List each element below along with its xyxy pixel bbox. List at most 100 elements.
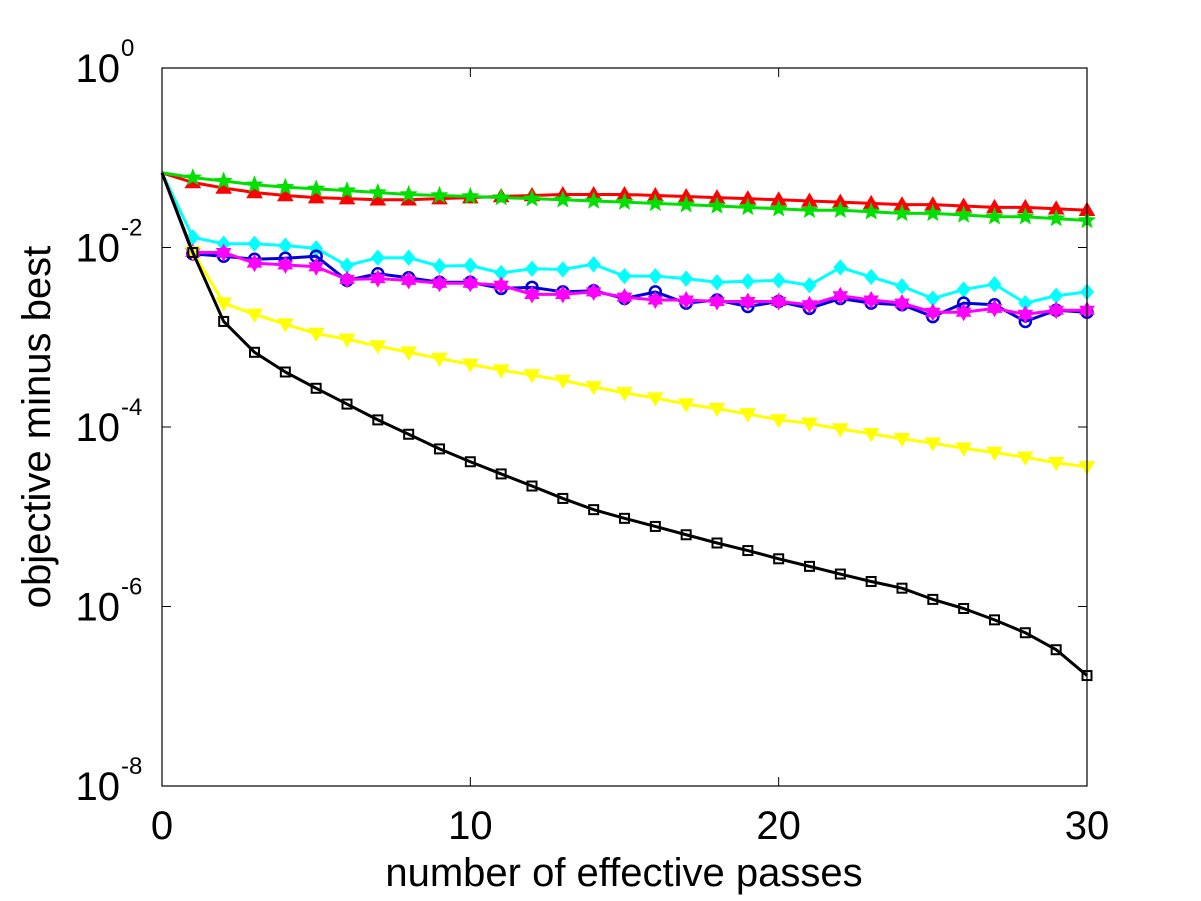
series-green-point-13 <box>553 190 572 208</box>
series-magenta-point-26 <box>955 303 972 322</box>
series-cyan-point-15 <box>617 267 632 285</box>
series-black-line <box>160 172 1088 677</box>
series-black-point-23 <box>865 575 877 587</box>
series-yellow-point-15 <box>616 387 633 402</box>
series-yellow-point-7 <box>369 340 387 355</box>
series-magenta-point-14 <box>585 282 602 301</box>
series-yellow-point-20 <box>770 414 787 429</box>
y-tick-label-base-1: 10 <box>76 227 121 271</box>
series-black-point-8 <box>403 428 415 440</box>
series-green-point-8 <box>399 184 418 203</box>
series-cyan-point-19 <box>740 273 755 290</box>
series-green-point-6 <box>337 181 357 199</box>
series-black <box>160 172 1093 682</box>
series-magenta-point-3 <box>246 254 263 273</box>
series-magenta-point-4 <box>277 255 294 274</box>
y-tick-label-2: 10 -4 <box>76 394 143 450</box>
series-magenta-point-19 <box>740 292 756 311</box>
series-cyan-point-14 <box>586 256 601 273</box>
y-tick-label-0: 10 0 <box>76 35 135 91</box>
series-yellow-point-24 <box>893 432 911 448</box>
y-tick-label-exp-4: -8 <box>121 753 142 780</box>
series-magenta-point-18 <box>709 292 725 311</box>
series-cyan-point-7 <box>370 249 385 266</box>
series-magenta-point-22 <box>832 286 849 305</box>
series-green-point-14 <box>584 191 603 209</box>
series-magenta-point-8 <box>400 271 417 290</box>
series-layer <box>160 168 1097 682</box>
series-yellow-point-16 <box>647 392 664 407</box>
series-green-point-23 <box>862 202 881 220</box>
series-green-point-11 <box>492 187 511 206</box>
series-black-point-9 <box>434 443 445 455</box>
series-magenta-point-25 <box>925 303 941 322</box>
series-yellow-point-23 <box>862 428 880 443</box>
series-magenta-point-21 <box>801 295 818 314</box>
series-magenta-point-9 <box>431 274 448 293</box>
series-yellow-point-17 <box>677 398 695 413</box>
series-magenta-point-24 <box>894 294 910 313</box>
series-yellow-point-27 <box>986 446 1003 461</box>
series-green-point-16 <box>646 193 665 212</box>
series-cyan-point-23 <box>864 268 879 286</box>
series-yellow-point-9 <box>431 352 448 367</box>
series-green-point-24 <box>892 203 912 222</box>
series-cyan-point-9 <box>432 257 447 275</box>
series-black-point-18 <box>711 537 723 549</box>
series-yellow-point-8 <box>400 346 417 361</box>
x-axis-label: number of effective passes <box>385 851 862 895</box>
series-cyan-point-17 <box>679 270 694 287</box>
x-tick-label-1: 10 <box>448 804 493 848</box>
series-cyan-point-3 <box>247 235 262 252</box>
series-black-point-15 <box>619 512 630 524</box>
series-green-point-5 <box>307 179 326 197</box>
series-green-point-4 <box>276 177 295 195</box>
ticks-layer <box>161 67 1088 787</box>
series-magenta-point-2 <box>215 243 232 262</box>
y-tick-label-1: 10 -2 <box>76 215 143 271</box>
series-green-point-10 <box>461 186 480 205</box>
y-tick-label-exp-1: -2 <box>121 215 142 242</box>
series-green-point-25 <box>923 203 942 222</box>
series-magenta-point-27 <box>986 299 1003 318</box>
y-tick-label-base-4: 10 <box>76 765 121 809</box>
series-green-point-2 <box>214 171 233 189</box>
y-tick-label-3: 10 -6 <box>76 574 143 630</box>
series-yellow-point-28 <box>1017 451 1034 466</box>
series-green-point-26 <box>954 205 973 223</box>
series-yellow-point-12 <box>523 369 541 384</box>
series-black-point-13 <box>557 492 569 504</box>
series-cyan-point-8 <box>401 249 416 266</box>
series-magenta <box>160 172 1095 324</box>
series-green-point-15 <box>615 192 634 210</box>
y-tick-label-base-0: 10 <box>76 47 121 91</box>
series-green-point-12 <box>522 189 542 207</box>
series-green-point-28 <box>1016 207 1035 225</box>
series-green-point-17 <box>677 195 696 213</box>
series-cyan-point-18 <box>710 274 724 291</box>
series-cyan-point-20 <box>771 272 786 289</box>
series-green-point-29 <box>1047 208 1066 227</box>
series-black-point-26 <box>958 602 970 614</box>
series-cyan-point-12 <box>525 260 539 277</box>
series-green-point-7 <box>368 182 387 201</box>
y-tick-label-exp-2: -4 <box>121 394 142 421</box>
series-green-point-27 <box>985 207 1004 225</box>
series-yellow-point-13 <box>554 374 572 389</box>
series-black-point-16 <box>649 520 661 532</box>
series-magenta-point-6 <box>339 270 355 289</box>
series-black-point-3 <box>249 346 260 358</box>
series-yellow-point-5 <box>307 327 325 343</box>
series-black-point-21 <box>804 560 815 572</box>
x-tick-label-2: 20 <box>756 804 801 848</box>
x-tick-label-0: 0 <box>151 804 173 848</box>
series-yellow-point-3 <box>246 308 263 323</box>
series-red-point-6 <box>338 190 356 205</box>
series-green-point-19 <box>738 197 757 216</box>
series-yellow-point-26 <box>955 442 972 457</box>
series-magenta-point-23 <box>863 290 879 310</box>
series-black-point-10 <box>464 456 476 468</box>
series-green-point-3 <box>245 175 264 193</box>
